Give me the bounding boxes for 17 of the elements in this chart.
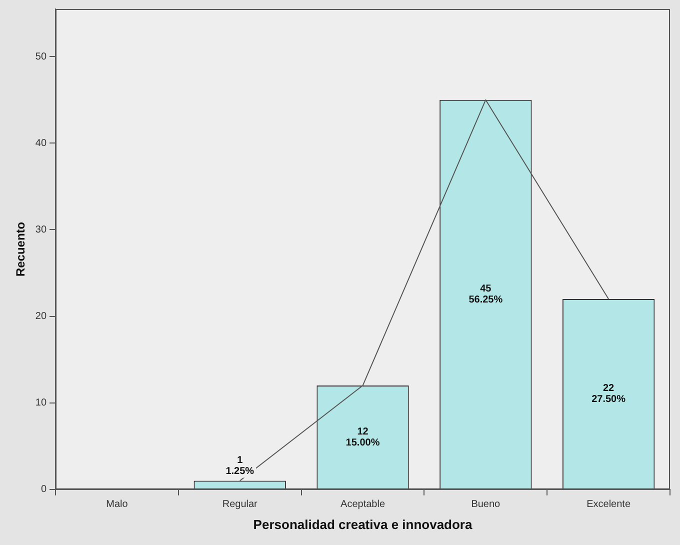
y-tick-label: 10 (35, 398, 47, 409)
data-label: 12 15.00% (346, 426, 380, 448)
y-axis-title: Recuento (14, 222, 28, 277)
data-label: 45 56.25% (468, 284, 503, 306)
x-tick-label: Regular (222, 499, 258, 510)
x-tick-label: Malo (106, 499, 128, 510)
y-tick-label: 50 (35, 51, 47, 62)
x-tick-label: Aceptable (340, 499, 386, 510)
x-tick-label: Bueno (471, 499, 501, 510)
y-tick-label: 0 (40, 484, 47, 496)
data-label: 1 1.25% (226, 454, 254, 477)
x-axis-title: Personalidad creativa e innovadora (253, 516, 473, 532)
y-tick-label: 40 (35, 138, 47, 149)
y-tick-label: 30 (35, 224, 47, 236)
y-tick-label: 20 (35, 311, 47, 322)
data-label: 22 27.50% (592, 383, 626, 406)
x-tick-label: Excelente (586, 499, 631, 510)
